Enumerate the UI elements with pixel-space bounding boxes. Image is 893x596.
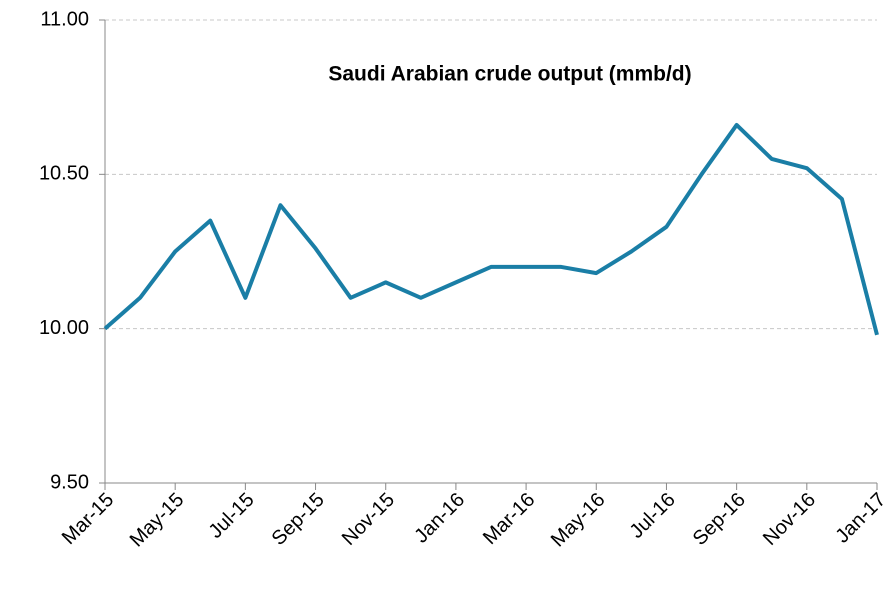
x-tick-label: Jul-16 — [626, 489, 680, 543]
x-tick-label: Mar-15 — [58, 489, 118, 549]
data-line — [103, 122, 879, 336]
x-tick-label: Jul-15 — [205, 489, 259, 543]
x-tick-label: Jan-17 — [831, 489, 890, 548]
y-tick-label: 10.50 — [39, 163, 89, 185]
x-tick-label: May-16 — [547, 489, 610, 552]
y-tick-label: 10.00 — [39, 317, 89, 339]
x-tick-label: Mar-16 — [479, 489, 539, 549]
x-tick-label: Nov-16 — [759, 489, 820, 550]
x-tick-label: May-15 — [126, 489, 189, 552]
chart-title: Saudi Arabian crude output (mmb/d) — [328, 63, 691, 86]
x-tick-label: Jan-16 — [410, 489, 469, 548]
y-tick-label: 11.00 — [40, 8, 89, 30]
x-tick-label: Sep-16 — [689, 489, 750, 550]
x-tick-label: Nov-15 — [338, 489, 399, 550]
x-tick-label: Sep-15 — [268, 489, 329, 550]
y-tick-label: 9.50 — [50, 471, 89, 493]
